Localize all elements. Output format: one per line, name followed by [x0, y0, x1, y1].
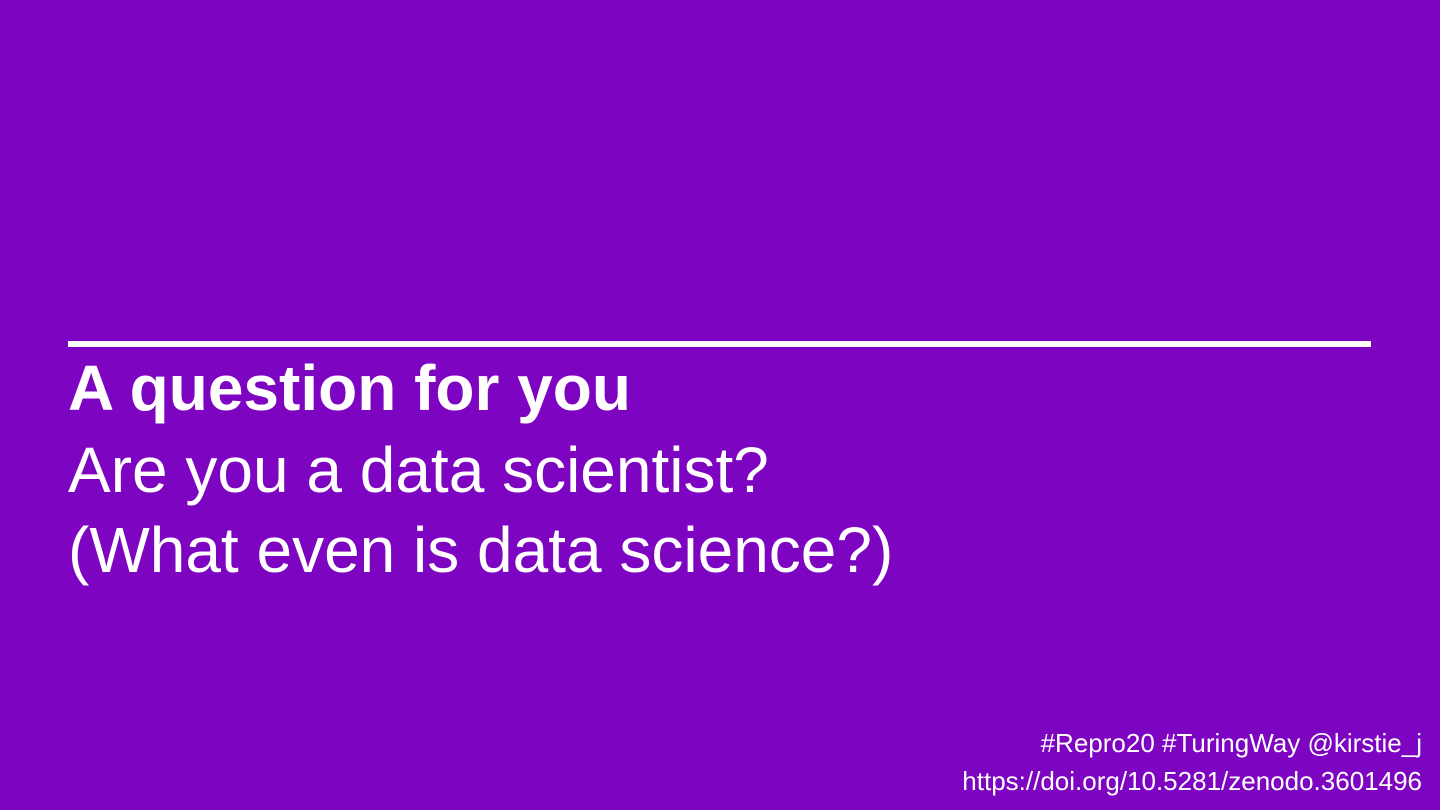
slide-subtitle: Are you a data scientist? (What even is … [68, 430, 893, 590]
footer-doi-link[interactable]: https://doi.org/10.5281/zenodo.3601496 [962, 766, 1422, 796]
footer-tags: #Repro20 #TuringWay @kirstie_j [1040, 728, 1422, 758]
subtitle-line-2: (What even is data science?) [68, 514, 894, 586]
slide-title: A question for you [68, 352, 631, 424]
subtitle-line-1: Are you a data scientist? [68, 434, 769, 506]
slide-footer: #Repro20 #TuringWay @kirstie_j https://d… [962, 724, 1422, 800]
title-divider [68, 341, 1371, 347]
